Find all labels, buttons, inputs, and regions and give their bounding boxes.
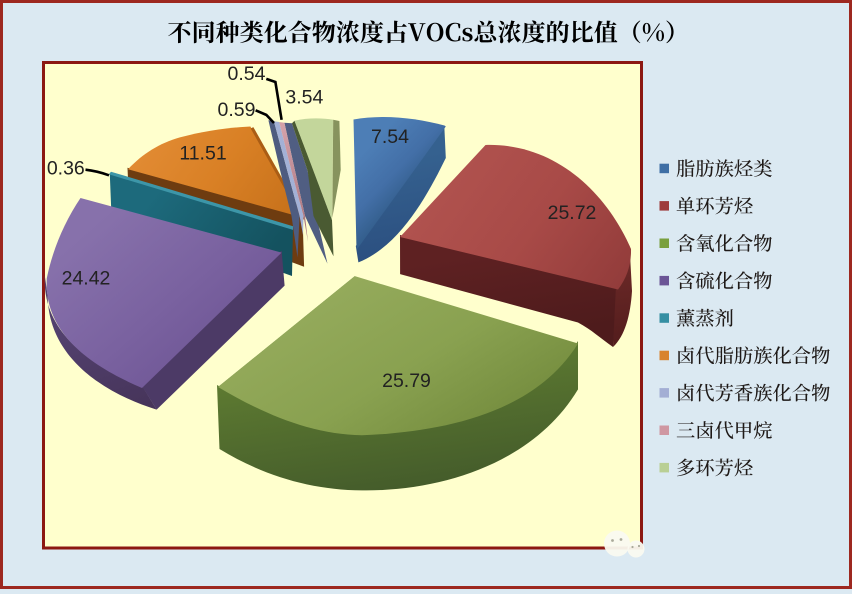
- svg-text:11.51: 11.51: [179, 142, 226, 164]
- svg-text:0.54: 0.54: [228, 63, 266, 85]
- svg-text:0.36: 0.36: [47, 157, 85, 179]
- svg-text:3.54: 3.54: [285, 87, 323, 109]
- svg-text:25.79: 25.79: [382, 370, 431, 392]
- svg-text:0.59: 0.59: [218, 99, 256, 121]
- svg-text:7.54: 7.54: [371, 126, 409, 148]
- svg-text:24.42: 24.42: [62, 268, 111, 290]
- svg-text:25.72: 25.72: [548, 202, 597, 224]
